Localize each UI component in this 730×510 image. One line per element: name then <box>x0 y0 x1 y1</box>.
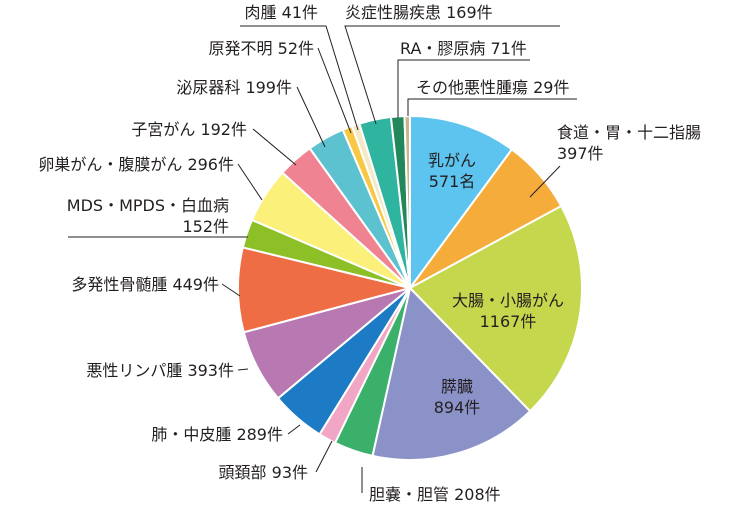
slice-label: 子宮がん 192件 <box>131 120 247 139</box>
slice-label-line: MDS・MPDS・白血病 <box>67 196 229 215</box>
slice-label: 泌尿器科 199件 <box>176 78 292 97</box>
slice-label: MDS・MPDS・白血病 152件 <box>67 196 229 236</box>
slice-label-line: その他悪性腫瘍 29件 <box>416 78 569 97</box>
slice-label-line: 食道・胃・十二指腸 <box>557 123 701 142</box>
slice-label-line: 悪性リンパ腫 393件 <box>86 361 234 380</box>
leader-line <box>237 368 249 371</box>
pie-slice <box>403 114 411 289</box>
slice-label-line: 炎症性腸疾患 169件 <box>345 3 493 22</box>
slice-label-line: 膵臓 <box>441 377 473 396</box>
slice-label-line: 多発性骨髄腫 449件 <box>71 275 219 294</box>
pie-slice <box>409 114 514 292</box>
slice-label-line: 卵巣がん・腹膜がん 296件 <box>38 155 234 174</box>
slice-label: 肺・中皮腫 289件 <box>151 425 283 444</box>
slice-label: 炎症性腸疾患 169件 <box>345 3 493 22</box>
slice-label: 大腸・小腸がん 1167件 <box>452 291 564 331</box>
slice-label-line: 泌尿器科 199件 <box>176 78 292 97</box>
leader-lines <box>68 25 577 493</box>
slice-label: 胆嚢・胆管 208件 <box>369 485 501 504</box>
slice-label-line: RA・膠原病 71件 <box>400 39 527 58</box>
slice-label-line: 894件 <box>434 398 481 417</box>
slice-label: 卵巣がん・腹膜がん 296件 <box>38 155 234 174</box>
leader-line <box>296 86 326 148</box>
leader-line <box>287 424 301 435</box>
slice-label-line: 1167件 <box>480 312 537 331</box>
slice-label: RA・膠原病 71件 <box>400 39 527 58</box>
slice-label: 悪性リンパ腫 393件 <box>86 361 234 380</box>
leader-line <box>317 47 352 134</box>
leader-line <box>529 165 561 198</box>
slice-label-line: 胆嚢・胆管 208件 <box>369 485 501 504</box>
leader-line <box>221 283 241 297</box>
slice-label: 膵臓 894件 <box>434 377 481 417</box>
pie-slice <box>408 204 583 413</box>
slice-label-line: 乳がん <box>428 151 476 170</box>
slice-label: その他悪性腫瘍 29件 <box>416 78 569 97</box>
slice-label: 肉腫 41件 <box>245 3 318 22</box>
slice-label-line: 大腸・小腸がん <box>452 291 564 310</box>
slice-label-line: 原発不明 52件 <box>209 39 314 58</box>
slice-label-line: 397件 <box>557 144 604 163</box>
leader-line <box>252 128 297 166</box>
slice-label-line: 571名 <box>429 172 476 191</box>
slice-label-line: 肉腫 41件 <box>245 3 318 22</box>
leader-line <box>397 59 530 118</box>
leader-line <box>315 440 333 473</box>
leader-line <box>240 25 359 131</box>
slice-label-line: 152件 <box>182 217 229 236</box>
leader-line <box>237 163 263 201</box>
slice-label-line: 子宮がん 192件 <box>131 120 247 139</box>
slice-label: 乳がん 571名 <box>428 151 476 191</box>
pie-slices <box>237 114 583 461</box>
slice-label-line: 頭頚部 93件 <box>219 463 308 482</box>
leader-line <box>344 25 560 125</box>
slice-label-line: 肺・中皮腫 289件 <box>151 425 283 444</box>
slice-label: 頭頚部 93件 <box>219 463 308 482</box>
pie-slice <box>371 285 532 461</box>
slice-label: 原発不明 52件 <box>209 39 314 58</box>
slice-label: 多発性骨髄腫 449件 <box>71 275 219 294</box>
leader-line <box>407 98 577 116</box>
slice-label: 食道・胃・十二指腸 397件 <box>557 123 701 163</box>
